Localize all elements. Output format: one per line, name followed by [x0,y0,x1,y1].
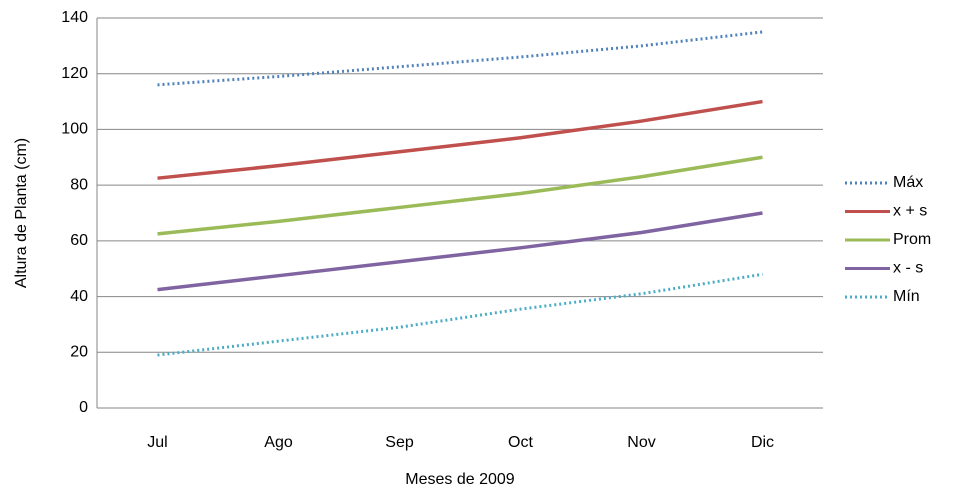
y-tick-label: 80 [70,176,88,193]
x-tick-label: Ago [264,434,293,451]
y-tick-label: 140 [61,9,88,26]
series-line [157,272,763,357]
series-line [157,155,763,236]
y-tick-label: 120 [61,65,88,82]
y-tick-label: 60 [70,232,88,249]
y-tick-label: 20 [70,344,88,361]
series-line [157,211,763,292]
legend-label: Mín [893,288,920,305]
x-tick-label: Nov [627,434,655,451]
legend-label: x + s [893,203,927,220]
x-tick-label: Oct [508,434,533,451]
series-line [157,30,763,87]
x-axis-title: Meses de 2009 [405,471,515,488]
y-axis-title: Altura de Planta (cm) [13,138,30,288]
series-line [157,99,763,180]
legend-label: Prom [893,231,931,248]
y-tick-label: 40 [70,288,88,305]
x-tick-label: Sep [385,434,414,451]
legend-label: x - s [893,260,923,277]
x-tick-label: Dic [751,434,774,451]
legend-label: Máx [893,174,923,191]
y-tick-label: 0 [79,399,88,416]
x-tick-label: Jul [147,434,167,451]
y-tick-label: 100 [61,121,88,138]
